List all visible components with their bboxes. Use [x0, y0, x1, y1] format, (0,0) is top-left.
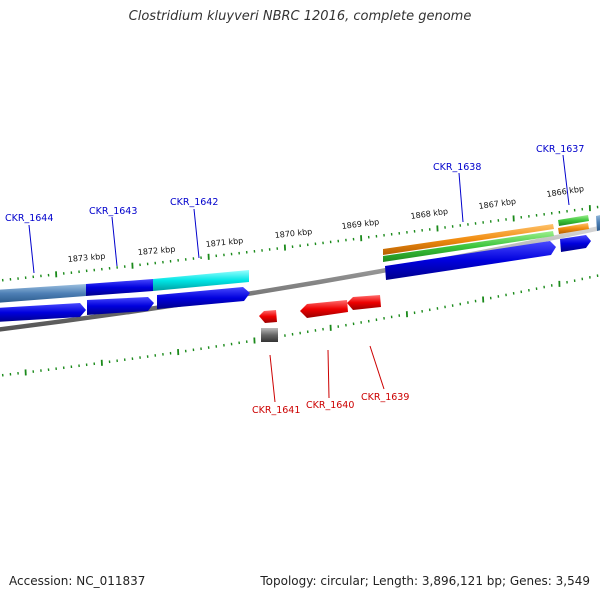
gene-label-forward[interactable]: CKR_1644: [5, 213, 53, 224]
kbp-label: 1871 kbp: [205, 236, 243, 249]
kbp-label: 1869 kbp: [341, 217, 380, 231]
gene-arrow[interactable]: [87, 297, 154, 315]
feature-bar[interactable]: [558, 215, 589, 226]
kbp-label: 1867 kbp: [478, 197, 517, 211]
leader-line: [369, 345, 385, 390]
leader-line: [269, 354, 276, 403]
gene-label-reverse[interactable]: CKR_1641: [252, 405, 300, 416]
kbp-label: 1872 kbp: [137, 245, 175, 257]
gene-arrow[interactable]: [157, 287, 250, 309]
map-title: Clostridium kluyveri NBRC 12016, complet…: [128, 9, 472, 24]
leader-line: [562, 154, 570, 206]
reverse-features: [259, 295, 381, 342]
gene-arrow[interactable]: [560, 235, 591, 252]
gene-label-forward[interactable]: CKR_1642: [170, 197, 218, 208]
gene-label-reverse[interactable]: CKR_1639: [361, 392, 409, 403]
label-leaders: [28, 154, 570, 403]
feature-bar[interactable]: [383, 224, 554, 255]
inner-scale: [1, 274, 599, 377]
kbp-label: 1873 kbp: [67, 252, 105, 264]
gene-arrow[interactable]: [300, 300, 348, 318]
feature-bar[interactable]: [153, 270, 249, 291]
leader-line: [327, 349, 330, 399]
gene-arrow[interactable]: [259, 310, 277, 323]
feature-bar[interactable]: [383, 231, 554, 262]
feature-bar[interactable]: [86, 279, 153, 296]
leader-line: [111, 216, 118, 267]
accession-text: Accession: NC_011837: [9, 574, 146, 588]
feature-bar[interactable]: [0, 284, 86, 303]
kbp-label: 1866 kbp: [546, 184, 585, 199]
genome-summary-text: Topology: circular; Length: 3,896,121 bp…: [260, 574, 590, 588]
gene-arrow[interactable]: [0, 303, 86, 322]
gene-arrow[interactable]: [596, 214, 600, 231]
outer-scale: [1, 205, 599, 282]
kbp-label: 1870 kbp: [274, 227, 312, 240]
gene-labels: CKR_1644 CKR_1643 CKR_1642 CKR_1638 CKR_…: [5, 144, 584, 416]
kbp-labels: 1873 kbp 1872 kbp 1871 kbp 1870 kbp 1869…: [67, 184, 584, 264]
gene-arrow[interactable]: [347, 295, 381, 310]
gene-label-forward[interactable]: CKR_1637: [536, 144, 584, 155]
gene-arrow[interactable]: [385, 241, 556, 280]
leader-line: [458, 172, 464, 223]
gene-label-forward[interactable]: CKR_1643: [89, 206, 137, 217]
forward-features-left: [0, 270, 250, 322]
gene-label-reverse[interactable]: CKR_1640: [306, 400, 354, 411]
feature-bar[interactable]: [558, 223, 589, 234]
leader-line: [28, 224, 35, 274]
feature-bar[interactable]: [261, 328, 278, 342]
genome-backbone: [0, 225, 600, 332]
gene-label-forward[interactable]: CKR_1638: [433, 162, 481, 173]
forward-features-right: [383, 214, 600, 280]
kbp-label: 1868 kbp: [410, 207, 449, 221]
leader-line: [193, 208, 200, 259]
